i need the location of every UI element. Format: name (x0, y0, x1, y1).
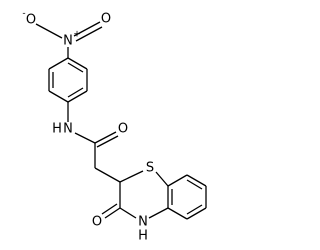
atom-label: O (118, 122, 128, 137)
bonds (35, 21, 207, 220)
charge-label: + (73, 30, 81, 40)
atom-label: N (63, 34, 73, 49)
atom-labels: O - N + O N H O S O N H (22, 9, 154, 244)
molecule-diagram: O - N + O N H O S O N H (22, 9, 207, 244)
atom-label: O (26, 13, 36, 28)
hydrogen-label: H (52, 122, 62, 137)
atom-label: S (146, 161, 154, 176)
atom-label: O (92, 215, 102, 230)
hydrogen-label: H (138, 229, 148, 244)
atom-label: N (138, 215, 148, 230)
charge-label: - (22, 9, 25, 19)
atom-label: O (101, 12, 111, 27)
atom-label: N (63, 122, 73, 137)
